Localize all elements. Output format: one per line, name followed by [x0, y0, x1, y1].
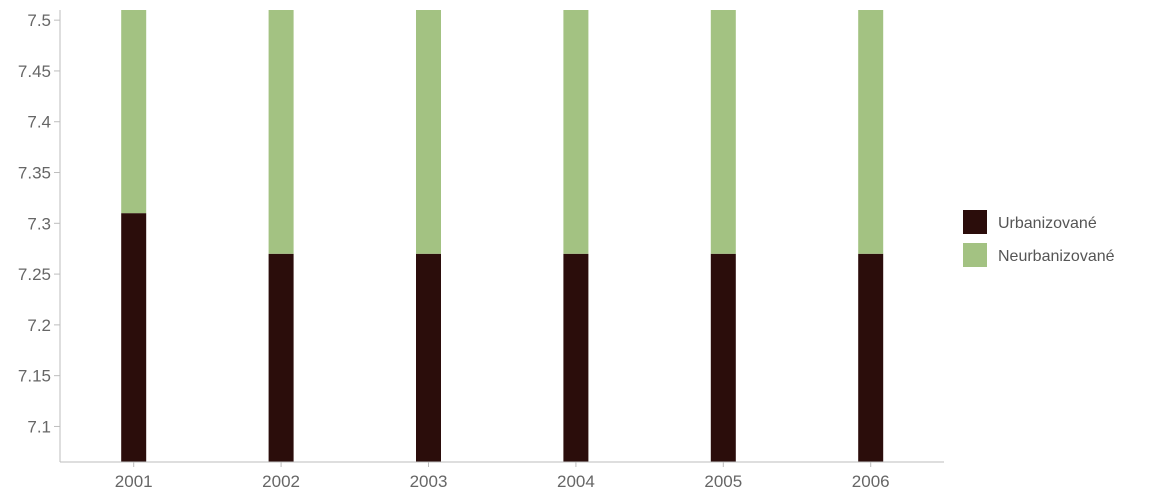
bar-urbanizovane-2003[interactable]: [416, 253, 441, 462]
bar-urbanizovane-2006[interactable]: [858, 253, 884, 462]
bar-urbanizovane-2002[interactable]: [268, 253, 294, 462]
legend-swatch-neurbanizovane[interactable]: [963, 243, 987, 267]
legend-label-neurbanizovane[interactable]: Neurbanizované: [998, 248, 1115, 265]
y-tick-label: 7.25: [18, 265, 51, 284]
y-tick-label: 7.1: [27, 417, 51, 436]
y-tick-label: 7.3: [27, 214, 51, 233]
y-tick-label: 7.35: [18, 164, 51, 183]
legend-label-urbanizovane[interactable]: Urbanizované: [998, 215, 1097, 232]
legend: Urbanizované Neurbanizované: [963, 210, 1115, 267]
y-tick-label: 7.45: [18, 62, 51, 81]
legend-swatch-urbanizovane[interactable]: [963, 210, 987, 234]
bar-urbanizovane-2001[interactable]: [121, 213, 147, 462]
bar-neurbanizovane-2004[interactable]: [563, 10, 589, 254]
x-tick-label: 2005: [704, 472, 742, 491]
y-tick-label: 7.15: [18, 367, 51, 386]
bar-urbanizovane-2005[interactable]: [710, 253, 736, 462]
x-tick-label: 2003: [410, 472, 448, 491]
x-tick-label: 2004: [557, 472, 595, 491]
y-tick-label: 7.4: [27, 113, 51, 132]
x-tick-label: 2001: [115, 472, 153, 491]
plot-area: [121, 10, 884, 462]
bar-neurbanizovane-2001[interactable]: [121, 10, 147, 214]
y-tick-label: 7.5: [27, 11, 51, 30]
x-tick-label: 2002: [262, 472, 300, 491]
bar-neurbanizovane-2005[interactable]: [710, 10, 736, 254]
x-axis: 2001 2002 2003 2004 2005 2006: [60, 461, 944, 491]
y-axis: 7.1 7.15 7.2 7.25 7.3 7.35 7.4 7.45 7.5: [18, 10, 61, 462]
bar-urbanizovane-2004[interactable]: [563, 253, 589, 462]
x-tick-label: 2006: [852, 472, 890, 491]
y-tick-label: 7.2: [27, 316, 51, 335]
bar-neurbanizovane-2002[interactable]: [268, 10, 294, 254]
bar-neurbanizovane-2006[interactable]: [858, 10, 884, 254]
bar-neurbanizovane-2003[interactable]: [416, 10, 441, 254]
